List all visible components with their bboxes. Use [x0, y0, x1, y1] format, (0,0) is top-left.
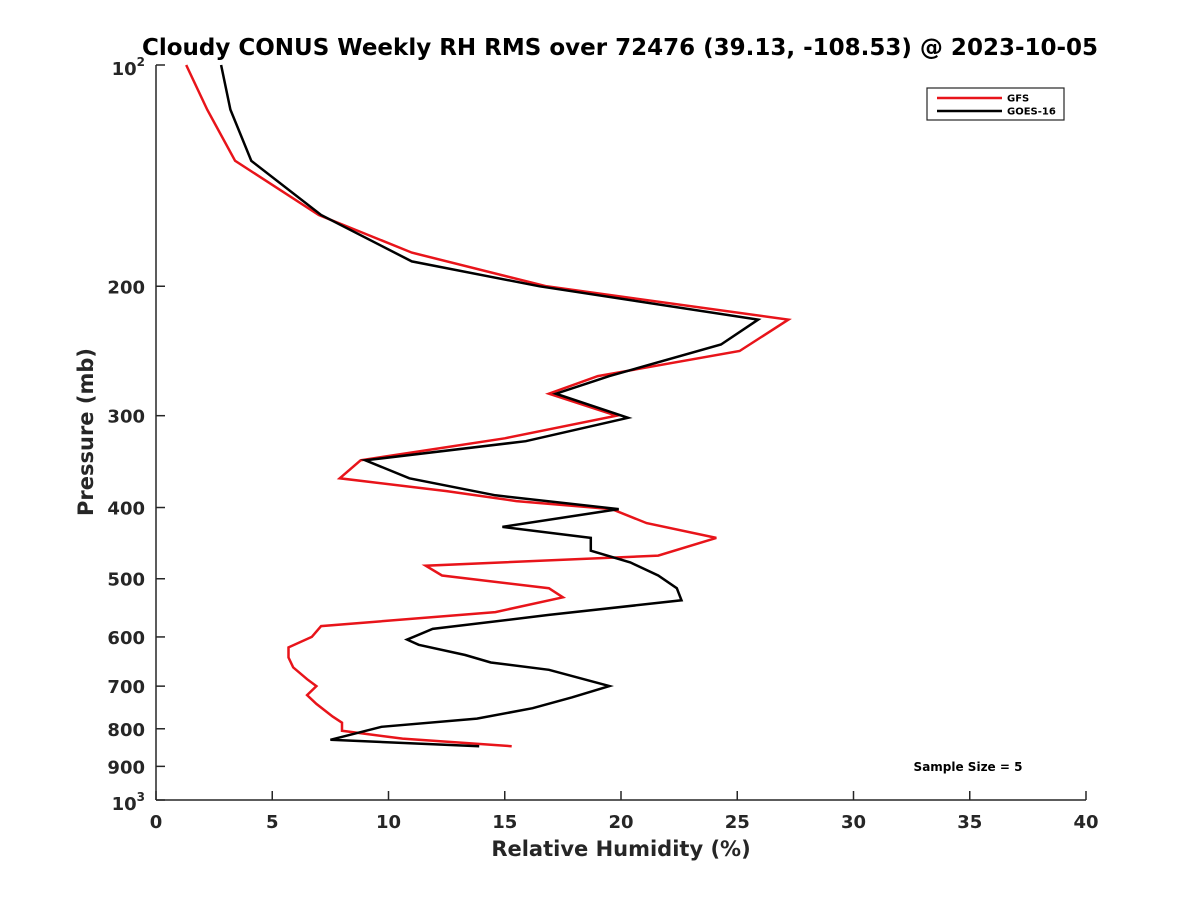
y-tick-label: 900 — [107, 757, 145, 778]
y-tick-label: 200 — [107, 277, 145, 298]
plot-area — [156, 65, 1086, 800]
y-axis-label: Pressure (mb) — [74, 348, 98, 516]
x-tick-label: 10 — [376, 812, 401, 833]
y-tick-label: 500 — [107, 570, 145, 591]
x-tick-label: 0 — [150, 812, 163, 833]
x-tick-label: 35 — [957, 812, 982, 833]
x-tick-label: 20 — [608, 812, 633, 833]
legend: GFS GOES-16 — [926, 87, 1065, 121]
chart-title: Cloudy CONUS Weekly RH RMS over 72476 (3… — [142, 35, 1098, 61]
y-tick-label: 102 — [112, 55, 145, 80]
x-tick-label: 25 — [725, 812, 750, 833]
series-line-goes16 — [219, 64, 762, 748]
series-line-gfs — [185, 64, 792, 748]
x-tick-label: 15 — [492, 812, 517, 833]
y-tick-label: 103 — [112, 790, 145, 815]
x-tick-label: 5 — [266, 812, 279, 833]
x-tick-label: 30 — [841, 812, 866, 833]
y-tick-label: 300 — [107, 407, 145, 428]
y-tick-label: 800 — [107, 720, 145, 741]
y-tick-label: 600 — [107, 628, 145, 649]
x-tick-label: 40 — [1073, 812, 1098, 833]
legend-label-gfs: GFS — [1007, 94, 1029, 105]
x-axis-label: Relative Humidity (%) — [491, 837, 750, 861]
y-tick-label: 400 — [107, 499, 145, 520]
sample-size-annotation: Sample Size = 5 — [914, 760, 1023, 774]
x-axis-ticks: 0 5 10 15 20 25 30 35 40 — [150, 791, 1099, 833]
legend-label-goes16: GOES-16 — [1007, 107, 1056, 118]
y-axis-ticks: 102 200 300 400 500 600 700 800 900 103 — [107, 55, 165, 815]
y-tick-label: 700 — [107, 677, 145, 698]
series-layer — [185, 64, 792, 748]
legend-box — [926, 87, 1065, 121]
